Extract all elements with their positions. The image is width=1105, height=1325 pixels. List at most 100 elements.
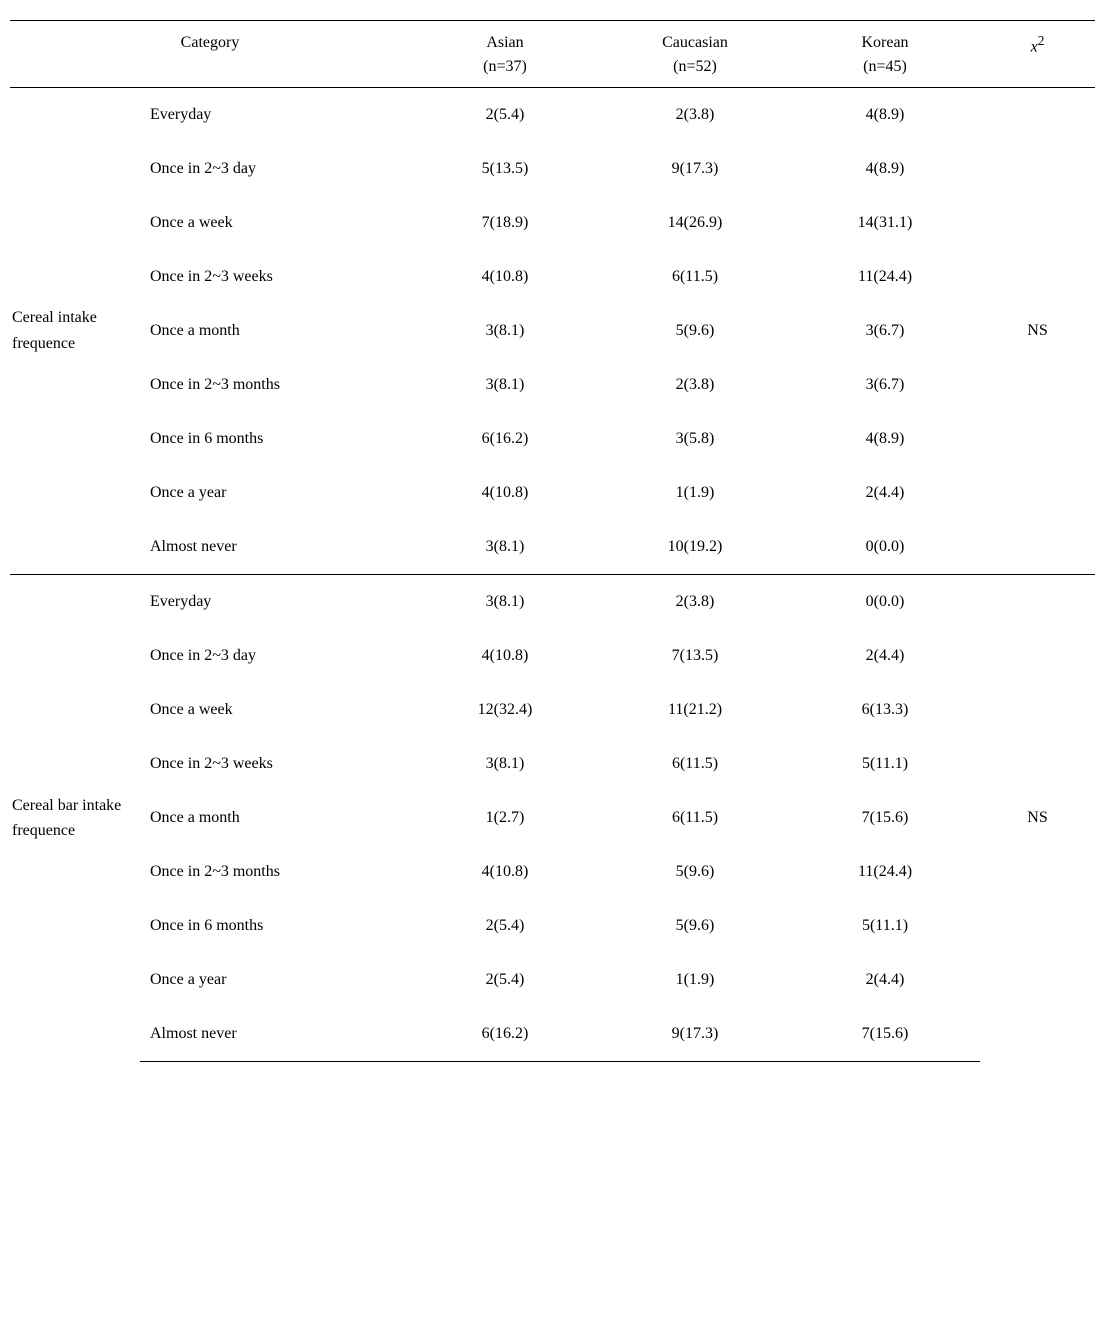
category-cell: Once in 2~3 weeks <box>140 250 410 304</box>
frequency-table: Category Asian (n=37) Caucasian (n=52) K… <box>10 20 1095 1062</box>
value-cell: 6(11.5) <box>600 737 790 791</box>
header-col-caucasian: Caucasian (n=52) <box>600 21 790 88</box>
table-body: Cereal intake frequenceEveryday2(5.4)2(3… <box>10 88 1095 1062</box>
value-cell: 0(0.0) <box>790 575 980 630</box>
value-cell: 3(8.1) <box>410 520 600 575</box>
category-cell: Once a year <box>140 466 410 520</box>
value-cell: 14(26.9) <box>600 196 790 250</box>
value-cell: 7(18.9) <box>410 196 600 250</box>
value-cell: 9(17.3) <box>600 1007 790 1062</box>
table-row: Almost never6(16.2)9(17.3)7(15.6) <box>10 1007 1095 1062</box>
category-cell: Once a month <box>140 791 410 845</box>
value-cell: 3(8.1) <box>410 575 600 630</box>
category-cell: Almost never <box>140 1007 410 1062</box>
table-row: Once in 2~3 day5(13.5)9(17.3)4(8.9) <box>10 142 1095 196</box>
category-cell: Everyday <box>140 575 410 630</box>
value-cell: 4(8.9) <box>790 88 980 143</box>
table-row: Once a year4(10.8)1(1.9)2(4.4) <box>10 466 1095 520</box>
chi2-cell: NS <box>980 575 1095 1062</box>
table-row: Cereal intake frequenceEveryday2(5.4)2(3… <box>10 88 1095 143</box>
value-cell: 3(6.7) <box>790 304 980 358</box>
value-cell: 2(3.8) <box>600 575 790 630</box>
group-label: Cereal intake frequence <box>10 88 140 575</box>
value-cell: 3(8.1) <box>410 358 600 412</box>
table-row: Once in 2~3 weeks4(10.8)6(11.5)11(24.4) <box>10 250 1095 304</box>
value-cell: 9(17.3) <box>600 142 790 196</box>
value-cell: 11(24.4) <box>790 250 980 304</box>
value-cell: 12(32.4) <box>410 683 600 737</box>
value-cell: 5(9.6) <box>600 845 790 899</box>
chi-sup: 2 <box>1038 33 1045 48</box>
header-category: Category <box>10 21 410 88</box>
chi2-cell: NS <box>980 88 1095 575</box>
table-row: Once a month3(8.1)5(9.6)3(6.7) <box>10 304 1095 358</box>
value-cell: 7(15.6) <box>790 1007 980 1062</box>
category-cell: Everyday <box>140 88 410 143</box>
value-cell: 2(3.8) <box>600 358 790 412</box>
category-cell: Once a month <box>140 304 410 358</box>
value-cell: 2(5.4) <box>410 88 600 143</box>
value-cell: 5(9.6) <box>600 304 790 358</box>
value-cell: 14(31.1) <box>790 196 980 250</box>
value-cell: 4(8.9) <box>790 142 980 196</box>
value-cell: 2(5.4) <box>410 953 600 1007</box>
table-row: Almost never3(8.1)10(19.2)0(0.0) <box>10 520 1095 575</box>
value-cell: 7(13.5) <box>600 629 790 683</box>
header-col-name: Korean <box>861 34 908 51</box>
header-chi2: x2 <box>980 21 1095 88</box>
table-row: Once in 2~3 weeks3(8.1)6(11.5)5(11.1) <box>10 737 1095 791</box>
value-cell: 4(10.8) <box>410 250 600 304</box>
value-cell: 6(16.2) <box>410 1007 600 1062</box>
value-cell: 3(6.7) <box>790 358 980 412</box>
value-cell: 2(4.4) <box>790 629 980 683</box>
value-cell: 4(8.9) <box>790 412 980 466</box>
table-row: Once in 6 months6(16.2)3(5.8)4(8.9) <box>10 412 1095 466</box>
value-cell: 10(19.2) <box>600 520 790 575</box>
value-cell: 3(8.1) <box>410 737 600 791</box>
category-cell: Once in 2~3 months <box>140 358 410 412</box>
value-cell: 7(15.6) <box>790 791 980 845</box>
value-cell: 11(21.2) <box>600 683 790 737</box>
value-cell: 0(0.0) <box>790 520 980 575</box>
table-row: Once in 2~3 day4(10.8)7(13.5)2(4.4) <box>10 629 1095 683</box>
value-cell: 5(13.5) <box>410 142 600 196</box>
header-col-n: 37 <box>506 58 522 75</box>
header-col-name: Caucasian <box>662 34 728 51</box>
header-col-korean: Korean (n=45) <box>790 21 980 88</box>
category-cell: Once a week <box>140 683 410 737</box>
value-cell: 1(2.7) <box>410 791 600 845</box>
table-row: Once in 6 months2(5.4)5(9.6)5(11.1) <box>10 899 1095 953</box>
table-header: Category Asian (n=37) Caucasian (n=52) K… <box>10 21 1095 88</box>
value-cell: 6(13.3) <box>790 683 980 737</box>
value-cell: 11(24.4) <box>790 845 980 899</box>
value-cell: 2(4.4) <box>790 953 980 1007</box>
value-cell: 5(9.6) <box>600 899 790 953</box>
category-cell: Once in 2~3 weeks <box>140 737 410 791</box>
category-cell: Once in 2~3 months <box>140 845 410 899</box>
value-cell: 3(5.8) <box>600 412 790 466</box>
value-cell: 6(11.5) <box>600 250 790 304</box>
value-cell: 4(10.8) <box>410 845 600 899</box>
header-col-n: 45 <box>886 58 902 75</box>
value-cell: 2(3.8) <box>600 88 790 143</box>
table-row: Once in 2~3 months4(10.8)5(9.6)11(24.4) <box>10 845 1095 899</box>
table-row: Cereal bar intake frequenceEveryday3(8.1… <box>10 575 1095 630</box>
value-cell: 2(4.4) <box>790 466 980 520</box>
value-cell: 6(16.2) <box>410 412 600 466</box>
category-cell: Once in 2~3 day <box>140 629 410 683</box>
table-row: Once a week7(18.9)14(26.9)14(31.1) <box>10 196 1095 250</box>
value-cell: 2(5.4) <box>410 899 600 953</box>
table-row: Once in 2~3 months3(8.1)2(3.8)3(6.7) <box>10 358 1095 412</box>
category-cell: Once in 6 months <box>140 899 410 953</box>
value-cell: 4(10.8) <box>410 466 600 520</box>
header-col-name: Asian <box>486 34 523 51</box>
value-cell: 5(11.1) <box>790 899 980 953</box>
value-cell: 3(8.1) <box>410 304 600 358</box>
header-col-asian: Asian (n=37) <box>410 21 600 88</box>
table-row: Once a year2(5.4)1(1.9)2(4.4) <box>10 953 1095 1007</box>
category-cell: Once a year <box>140 953 410 1007</box>
group-label: Cereal bar intake frequence <box>10 575 140 1062</box>
chi-symbol: x <box>1031 38 1038 55</box>
category-cell: Once a week <box>140 196 410 250</box>
header-col-n: 52 <box>696 58 712 75</box>
